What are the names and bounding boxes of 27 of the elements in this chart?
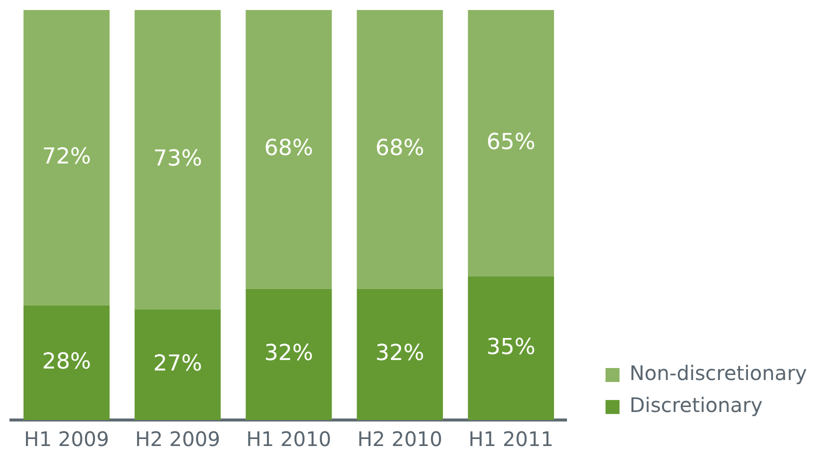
data-label: 72% (42, 144, 92, 170)
bar (24, 10, 110, 306)
data-label: 35% (486, 334, 536, 360)
bar (246, 288, 332, 420)
x-tick-label: H1 2009 (24, 427, 110, 452)
legend-label: Non-discretionary (630, 361, 808, 386)
bar (468, 10, 554, 276)
bar (134, 10, 221, 310)
data-label: 32% (375, 341, 424, 366)
x-tick-label: H2 2010 (357, 427, 442, 452)
x-tick-label: H2 2009 (135, 427, 220, 452)
bar (356, 288, 443, 420)
data-label: 73% (153, 146, 202, 172)
data-label: 28% (42, 349, 92, 374)
bar (468, 276, 554, 420)
data-label: 68% (375, 136, 424, 162)
bar (24, 305, 110, 420)
bar (246, 10, 332, 289)
legend-label: Discretionary (630, 393, 763, 418)
data-label: 65% (486, 130, 536, 155)
x-tick-label: H1 2010 (246, 427, 332, 452)
data-label: 32% (264, 341, 314, 366)
bar (134, 309, 221, 420)
data-label: 27% (153, 351, 202, 376)
data-label: 68% (264, 136, 314, 162)
x-tick-label: H1 2011 (468, 427, 554, 452)
bar (356, 10, 443, 289)
